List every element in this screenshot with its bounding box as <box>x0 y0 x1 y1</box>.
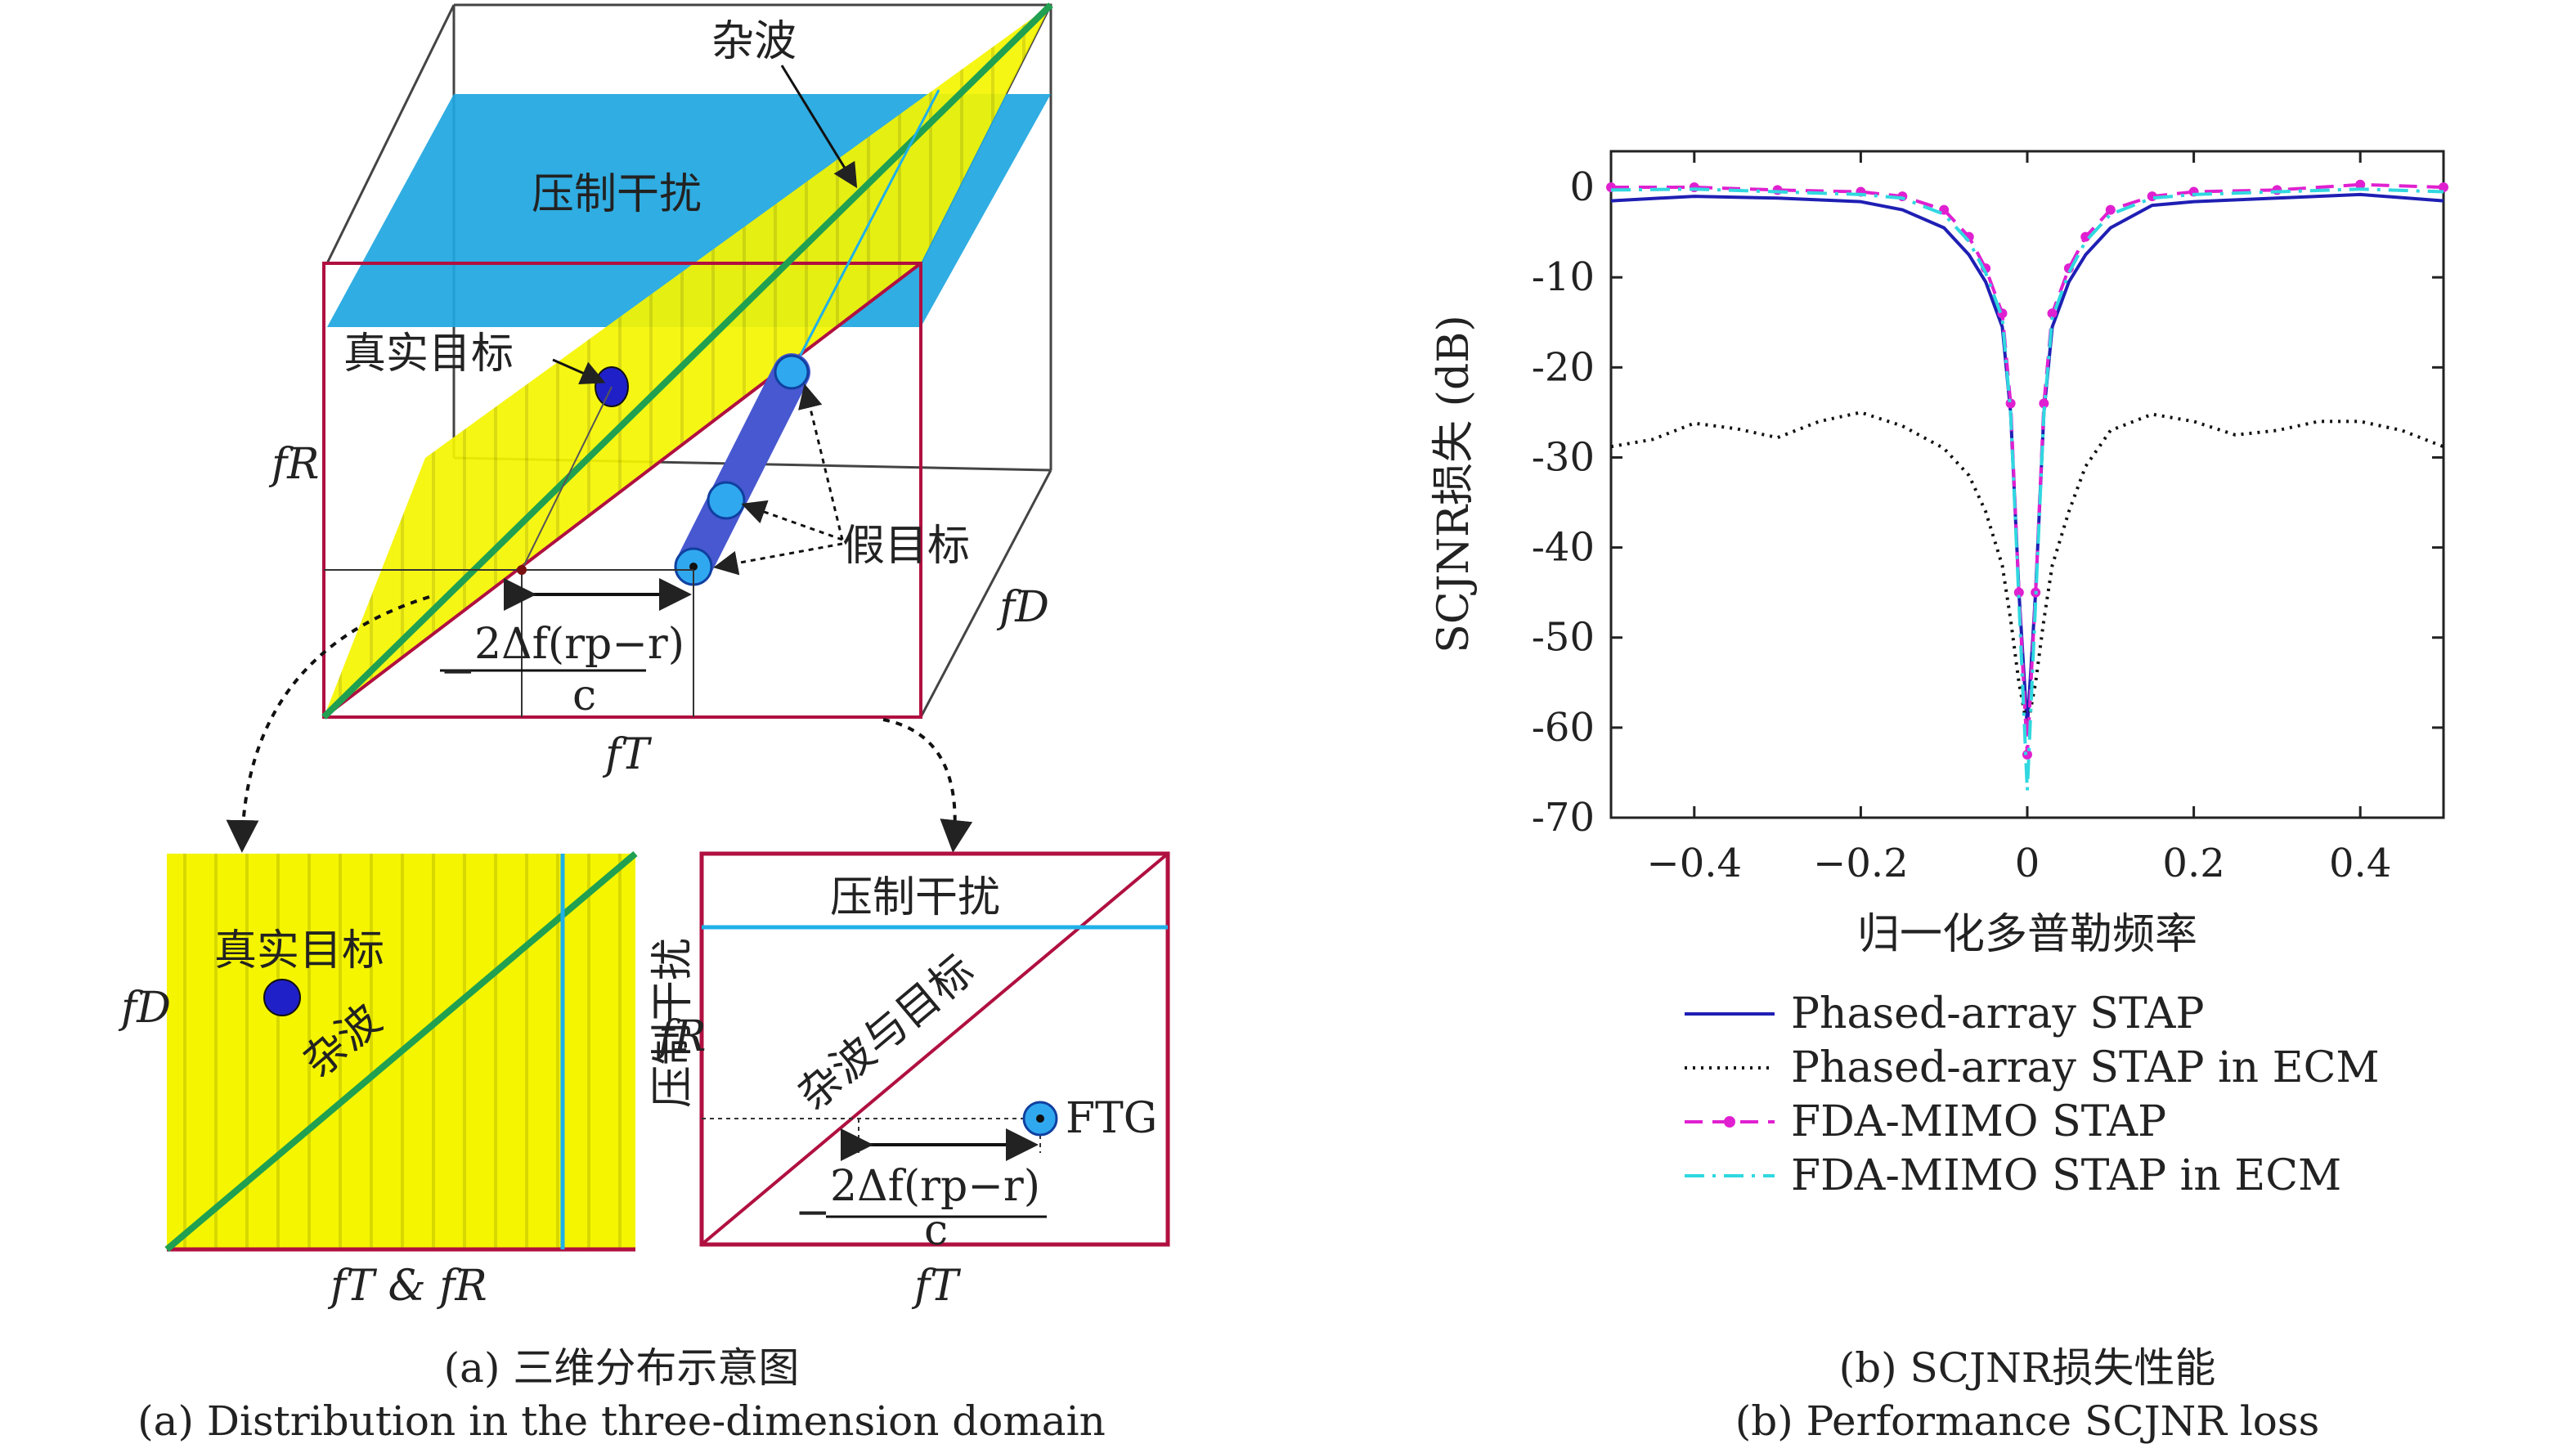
false-target-3-dot <box>689 563 698 571</box>
subpanel-formula-numerator: 2Δf(rp−r) <box>830 1162 1040 1211</box>
formula-numerator: 2Δf(rp−r) <box>474 620 684 669</box>
scjnr-loss-chart: −0.4 −0.2 0 0.2 0.4 0 -10 -20 -30 -40 -50 -60 -70 归一… <box>1429 150 2448 1200</box>
legend-label: FDA-MIMO STAP in ECM <box>1791 1151 2341 1200</box>
subpanel-clutter-line <box>164 850 638 1253</box>
subpanel-ftg-dot <box>1036 1114 1044 1123</box>
subpanel-formula-sign: − <box>795 1188 831 1237</box>
series-marker <box>2439 182 2448 193</box>
false-target-tube <box>675 353 810 585</box>
subpanel-diagonal <box>700 852 1169 1246</box>
axis-ticks: −0.4 −0.2 0 0.2 0.4 0 -10 -20 -30 -40 -50 -60 -70 <box>1532 151 2444 886</box>
series-marker <box>2355 179 2366 190</box>
subpanel-true-target <box>263 979 301 1016</box>
axis-label-fD: fD <box>996 583 1049 632</box>
label-clutter: 杂波 <box>711 17 797 66</box>
y-axis-label: SCJNR损失 (dB) <box>1429 315 1479 653</box>
legend-label: Phased-array STAP <box>1791 989 2204 1038</box>
projection-line <box>521 386 613 571</box>
subpanel-axis-y: fD <box>118 984 171 1033</box>
series-marker <box>2047 308 2058 319</box>
true-target-projection <box>517 565 527 575</box>
series-layer <box>1606 179 2448 792</box>
cyan-trace <box>790 89 940 373</box>
subpanel-label-ftg: FTG <box>1066 1094 1157 1143</box>
x-tick-label: 0.2 <box>2162 841 2224 886</box>
y-tick-label: -50 <box>1532 615 1595 661</box>
subpanel-axis-y: fR <box>655 1012 706 1061</box>
clutter-ridge-line <box>321 2 1053 720</box>
legend: Phased-array STAP Phased-array STAP in EC… <box>1685 989 2380 1200</box>
caption-a-en: (a) Distribution in the three-dimension … <box>137 1397 1106 1445</box>
label-false-targets: 假目标 <box>842 522 970 571</box>
link-arrow-right <box>882 718 973 853</box>
series-marker <box>2013 587 2024 598</box>
clutter-pointer <box>780 65 858 189</box>
caption-b-cn: (b) SCJNR损失性能 <box>1839 1344 2216 1392</box>
series-line-4 <box>1610 187 2444 792</box>
subpanel-axis-x: fT <box>911 1262 961 1311</box>
false-target-1 <box>774 354 810 390</box>
axis-label-fR: fR <box>268 440 319 489</box>
formula-sign: − <box>440 647 476 696</box>
x-tick-label: −0.4 <box>1647 841 1743 886</box>
subpanel-formula-denominator: c <box>924 1206 948 1255</box>
formula-denominator: c <box>572 671 596 720</box>
legend-label: FDA-MIMO STAP <box>1791 1097 2166 1146</box>
subpanel-label-jamming: 压制干扰 <box>830 873 1000 922</box>
x-tick-label: −0.2 <box>1813 841 1909 886</box>
series-line-2 <box>1610 410 2444 729</box>
y-tick-label: -70 <box>1532 795 1595 841</box>
y-tick-label: -40 <box>1532 525 1595 571</box>
legend-label: Phased-array STAP in ECM <box>1791 1043 2380 1092</box>
label-suppression-jamming: 压制干扰 <box>532 170 702 219</box>
subpanel-fD-vs-fTfR: 真实目标 杂波 压制干扰 fD fT & fR <box>118 850 698 1311</box>
panel-a-3d-diagram: 杂波 压制干扰 真实目标 假目标 fR fD fT − 2Δf(rp−r) c <box>226 2 1053 853</box>
false-target-2 <box>707 481 746 520</box>
box-front-face <box>322 262 922 719</box>
label-true-target: 真实目标 <box>343 330 514 379</box>
x-tick-label: 0 <box>2015 841 2040 886</box>
subpanel-label-jamming: 压制干扰 <box>648 938 698 1108</box>
series-line-1 <box>1610 192 2444 729</box>
series-marker <box>2105 204 2116 215</box>
subpanel-frame <box>699 851 1170 1247</box>
y-tick-label: -30 <box>1532 434 1595 480</box>
y-tick-label: -60 <box>1532 705 1595 751</box>
x-tick-label: 0.4 <box>2329 841 2391 886</box>
y-tick-label: -20 <box>1532 344 1595 390</box>
series-marker <box>2039 398 2049 409</box>
legend-marker <box>1724 1116 1735 1128</box>
y-tick-label: -10 <box>1532 254 1595 300</box>
axis-label-fT: fT <box>602 730 652 779</box>
subpanel-fR-vs-fT: 压制干扰 杂波与目标 FTG fR fT − 2Δf(rp−r) c <box>655 851 1170 1311</box>
series-line-3 <box>1611 182 2444 756</box>
front-diagonal <box>322 262 922 719</box>
caption-b-en: (b) Performance SCJNR loss <box>1735 1397 2319 1445</box>
x-axis-label: 归一化多普勒频率 <box>1857 910 2197 959</box>
subpanel-axis-x: fT & fR <box>327 1262 487 1311</box>
series-marker <box>2080 231 2091 242</box>
true-target-pointer <box>552 358 606 385</box>
y-tick-label: 0 <box>1569 164 1595 210</box>
subpanel-label-true-target: 真实目标 <box>214 926 384 975</box>
caption-a-cn: (a) 三维分布示意图 <box>444 1344 800 1392</box>
false-target-pointers <box>713 383 844 576</box>
